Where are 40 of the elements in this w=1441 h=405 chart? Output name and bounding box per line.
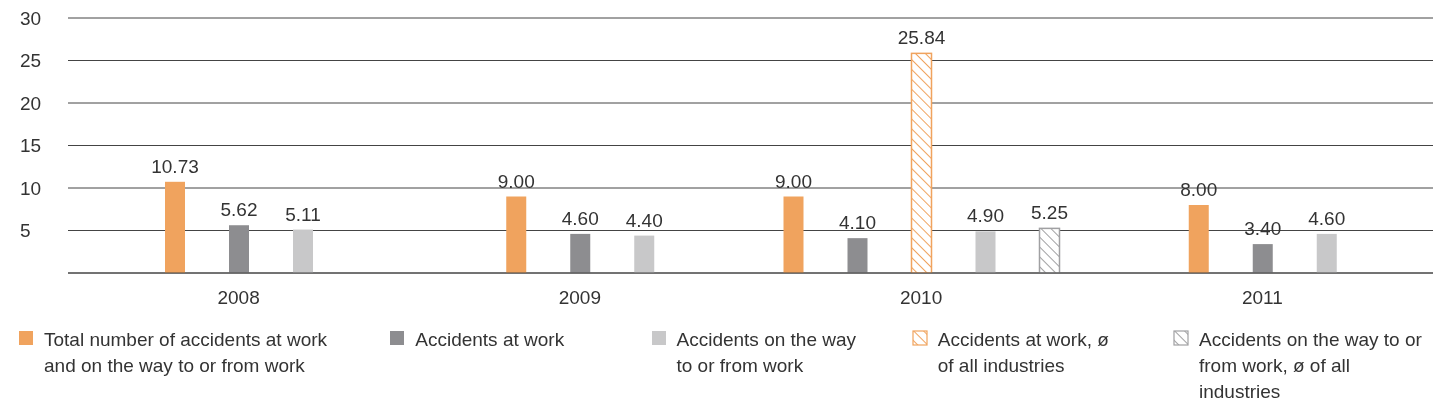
data-label: 25.84 xyxy=(897,27,946,49)
bar xyxy=(1038,227,1061,273)
data-label: 4.90 xyxy=(967,205,1004,227)
x-tick-label: 2009 xyxy=(558,287,602,309)
bar xyxy=(165,181,185,273)
bar xyxy=(634,235,655,273)
y-tick-label: 10 xyxy=(20,177,42,199)
bar xyxy=(975,231,996,273)
data-label: 4.60 xyxy=(561,207,599,229)
bar xyxy=(1188,205,1209,273)
data-label: 5.11 xyxy=(285,203,321,225)
data-label: 9.00 xyxy=(497,170,535,192)
legend-label: Accidents at work, ø of all industries xyxy=(937,328,1110,378)
bar xyxy=(1252,244,1273,273)
data-label: 4.10 xyxy=(839,212,876,234)
y-tick-label: 25 xyxy=(20,50,42,72)
data-label: 5.62 xyxy=(220,199,258,221)
data-label: 4.60 xyxy=(1308,207,1346,229)
legend-label: Accidents on the way to or from work, ø of all industries xyxy=(1199,328,1423,404)
data-label: 10.73 xyxy=(151,155,199,177)
bar xyxy=(506,196,527,273)
bar xyxy=(229,225,249,273)
data-label: 9.00 xyxy=(775,170,812,192)
y-tick-label: 20 xyxy=(20,92,42,114)
y-tick-label: 30 xyxy=(20,7,42,29)
legend-label: Total number of accidents at work and on the way to or from work xyxy=(44,328,329,378)
bar xyxy=(910,52,933,273)
y-tick-label: 5 xyxy=(20,220,31,242)
y-tick-label: 15 xyxy=(20,135,42,157)
x-tick-label: 2008 xyxy=(217,287,260,309)
legend-label: Accidents at work xyxy=(415,328,565,352)
x-tick-label: 2010 xyxy=(899,287,943,309)
x-tick-label: 2011 xyxy=(1241,287,1283,309)
data-label: 8.00 xyxy=(1180,179,1218,200)
data-label: 4.40 xyxy=(625,209,663,231)
bar xyxy=(1316,233,1337,273)
data-label: 5.25 xyxy=(1031,202,1068,224)
bar xyxy=(293,229,313,273)
bar xyxy=(570,233,591,273)
legend-label: Accidents on the way to or from work xyxy=(676,328,858,378)
